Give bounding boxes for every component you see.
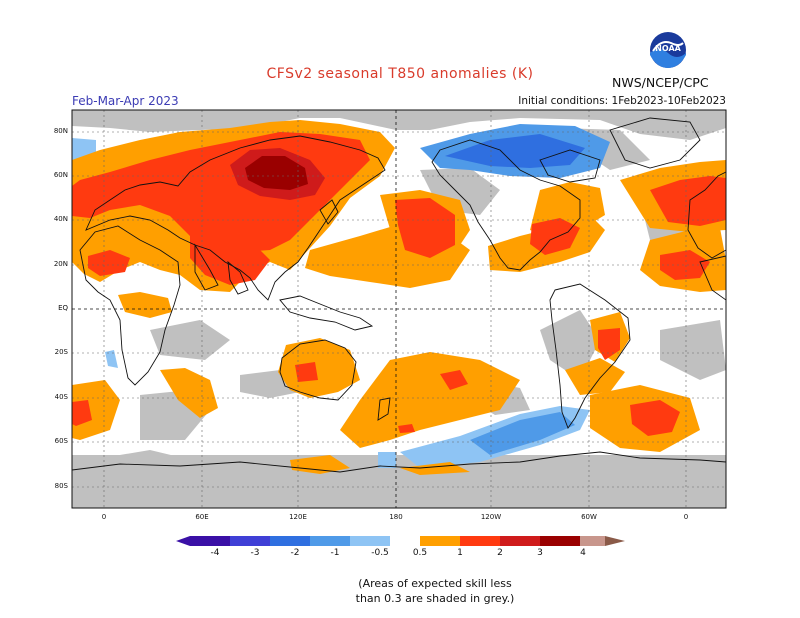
- lat-tick-label: 60N: [53, 171, 68, 179]
- lon-tick-label: 120W: [480, 513, 502, 521]
- lon-tick-label: 60W: [581, 513, 597, 521]
- colorbar-label: -2: [290, 548, 300, 558]
- lon-tick-label: 0: [101, 513, 107, 521]
- agency-label: NWS/NCEP/CPC: [612, 75, 709, 90]
- lat-tick-label: 60S: [54, 437, 68, 445]
- lon-tick-label: 0: [683, 513, 689, 521]
- map-gridlines: [72, 110, 726, 508]
- lon-tick-label: 120E: [289, 513, 307, 521]
- colorbar: [176, 536, 625, 546]
- coastlines: [72, 117, 726, 473]
- lon-tick-label: 60E: [195, 513, 209, 521]
- colorbar-label: -4: [210, 548, 220, 558]
- lat-tick-label: 40S: [54, 393, 68, 401]
- lat-tick-label: EQ: [58, 304, 68, 312]
- map-frame: [71, 109, 727, 509]
- lat-tick-label: 20N: [53, 260, 68, 268]
- colorbar-label: 1: [457, 548, 463, 558]
- noaa-logo-text: NOAA: [655, 44, 681, 53]
- colorbar-left-arrow: [176, 536, 190, 546]
- lon-tick-label: 180: [389, 513, 403, 521]
- skill-note: (Areas of expected skill less than 0.3 a…: [335, 576, 535, 606]
- colorbar-label: 4: [580, 548, 586, 558]
- lat-tick-label: 20S: [54, 348, 68, 356]
- noaa-logo-icon: NOAA: [650, 32, 686, 68]
- colorbar-label: -0.5: [371, 548, 389, 558]
- colorbar-label: 2: [497, 548, 503, 558]
- lat-tick-label: 80S: [54, 482, 68, 490]
- colorbar-label: 0.5: [412, 548, 428, 558]
- colorbar-label: 3: [537, 548, 543, 558]
- negative-anomaly-areas: [72, 124, 610, 468]
- colorbar-right-arrow: [605, 536, 625, 546]
- skill-note-line: (Areas of expected skill less: [358, 577, 512, 590]
- initial-conditions-label: Initial conditions: 1Feb2023-10Feb2023: [518, 95, 726, 107]
- colorbar-label: -1: [330, 548, 340, 558]
- colorbar-label: -3: [250, 548, 260, 558]
- lat-tick-label: 80N: [53, 127, 68, 135]
- skill-note-line: than 0.3 are shaded in grey.): [355, 592, 515, 605]
- season-label: Feb-Mar-Apr 2023: [72, 94, 179, 108]
- lat-tick-label: 40N: [53, 215, 68, 223]
- map-title: CFSv2 seasonal T850 anomalies (K): [266, 66, 534, 82]
